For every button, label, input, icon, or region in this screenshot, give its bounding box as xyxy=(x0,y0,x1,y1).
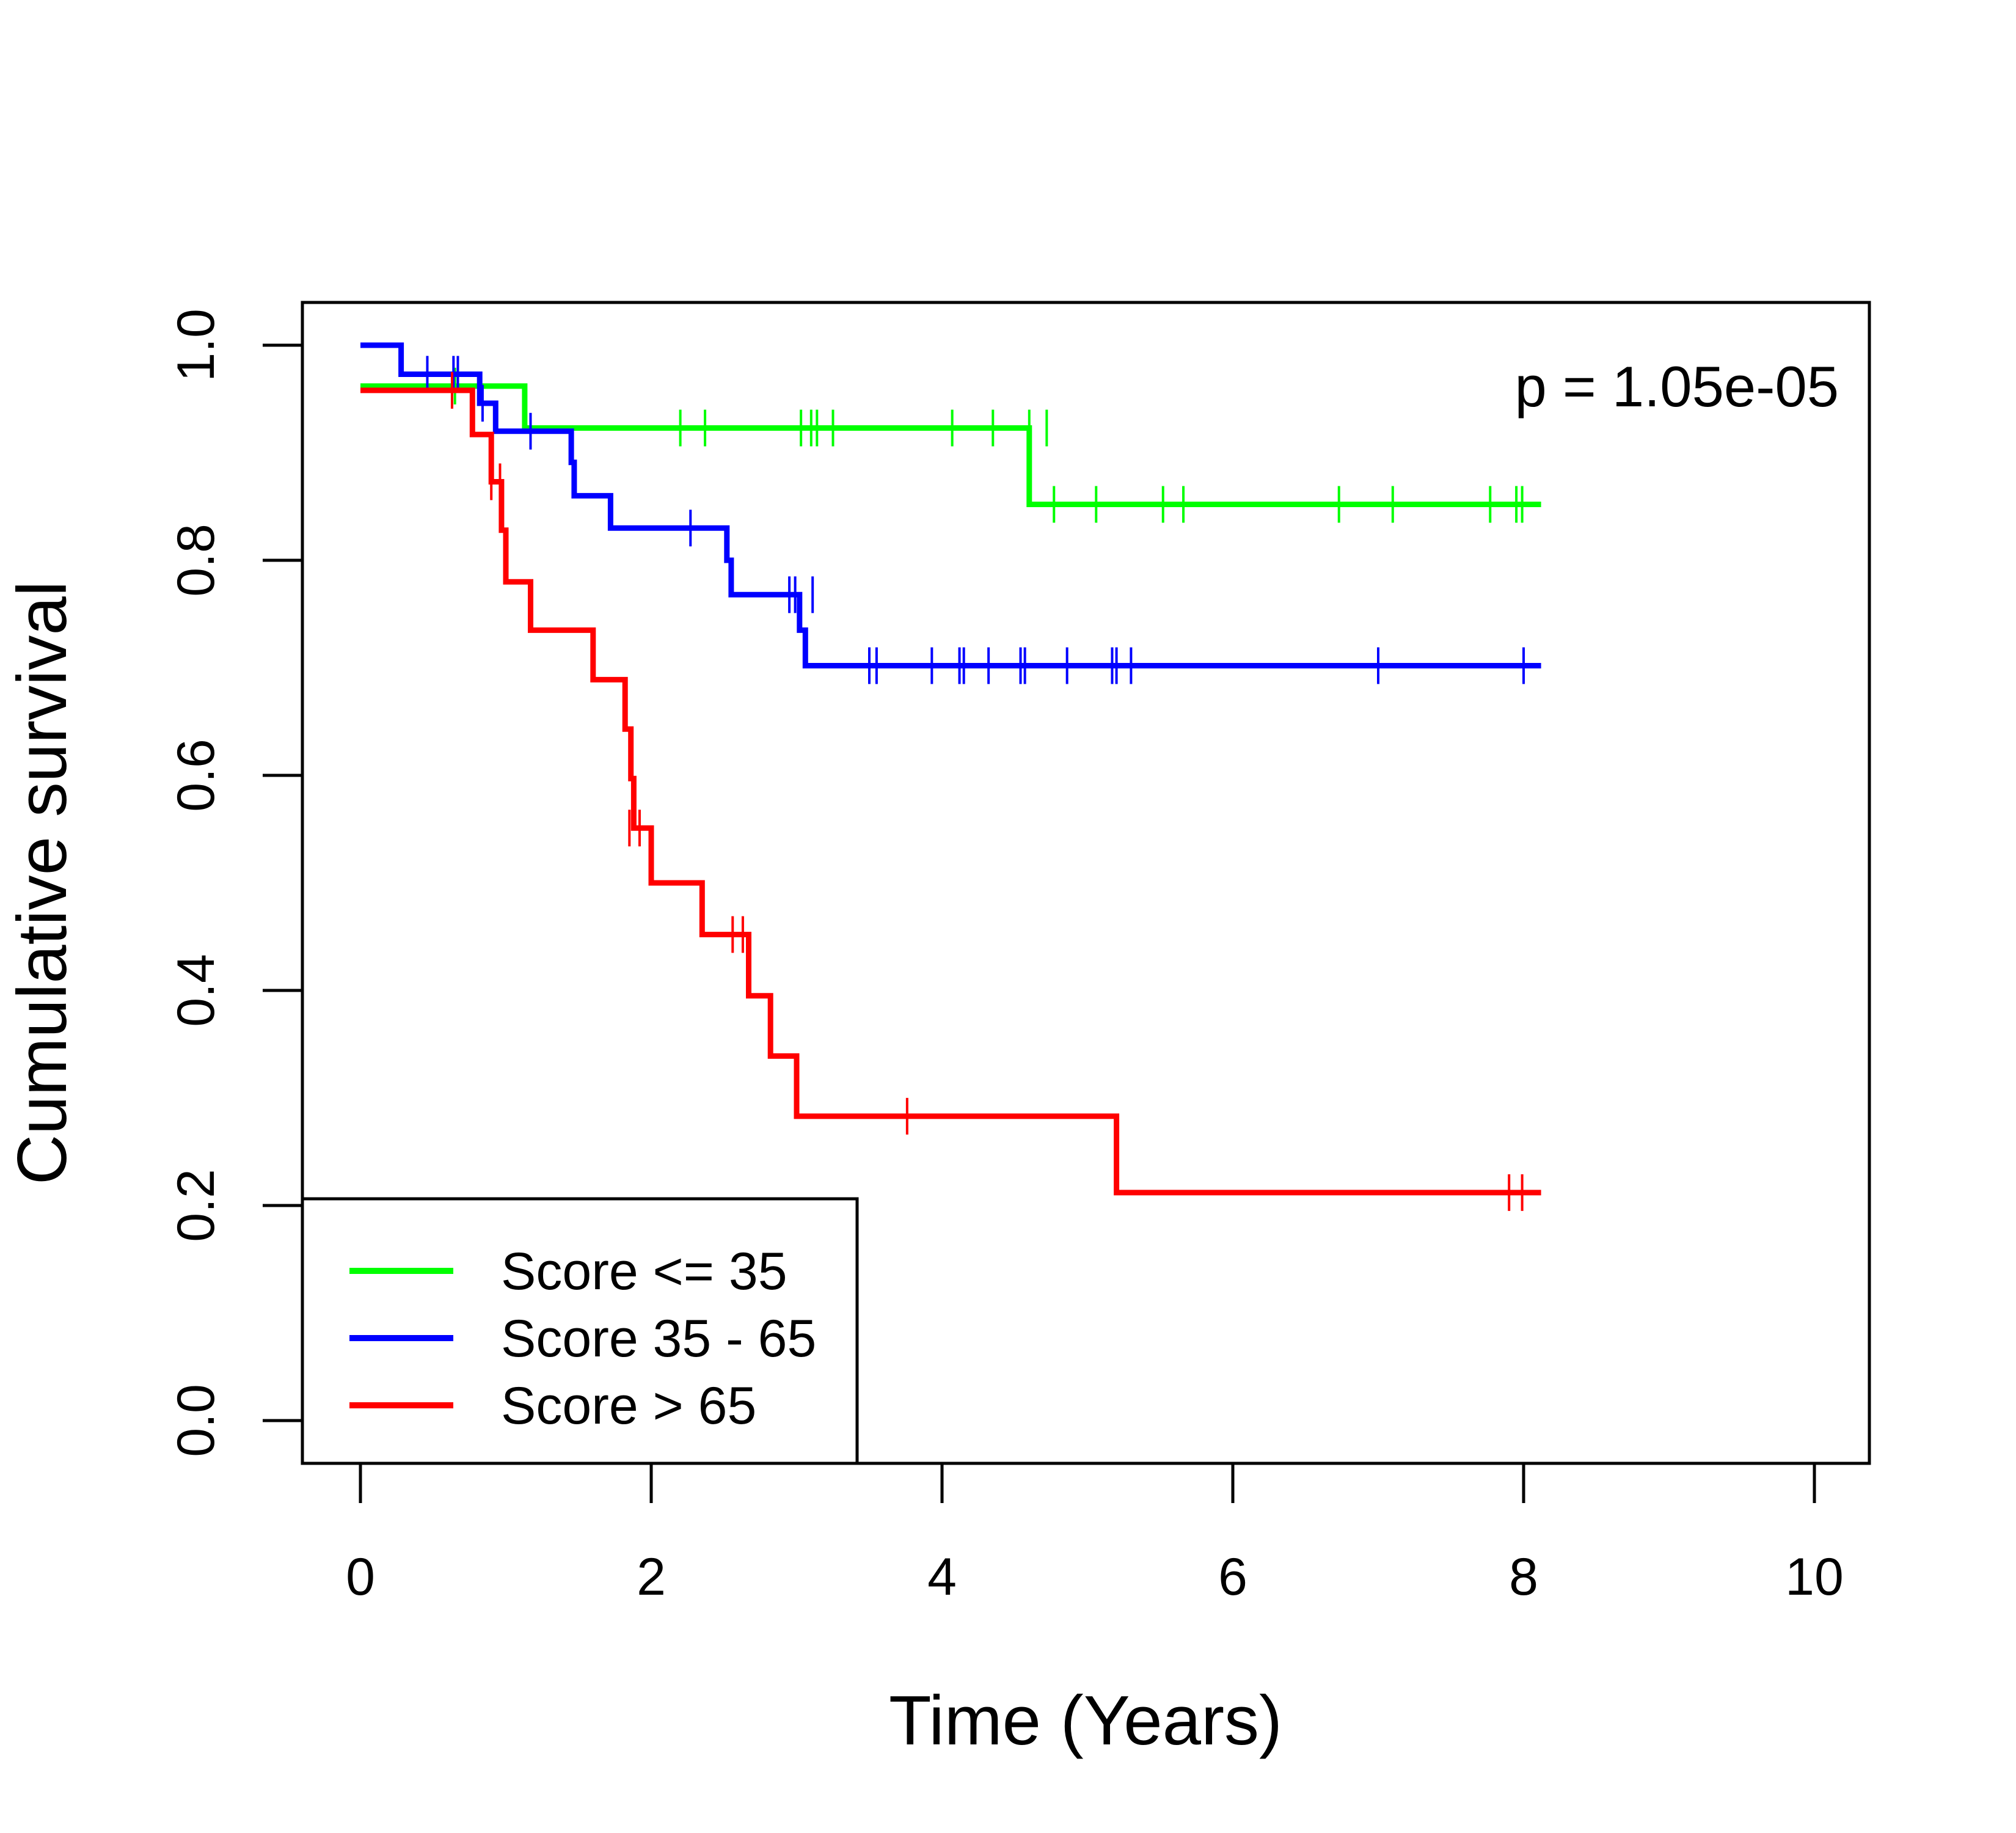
legend-item: Score 35 - 65 xyxy=(349,1309,816,1368)
series-3 xyxy=(360,371,1541,1211)
legend-item: Score <= 35 xyxy=(349,1242,787,1301)
x-axis-label: Time (Years) xyxy=(889,1682,1282,1760)
y-axis-label: Cumulative survival xyxy=(4,581,81,1185)
survival-curve xyxy=(360,342,1541,668)
y-tick-label: 1.0 xyxy=(167,309,225,382)
x-tick-label: 10 xyxy=(1785,1548,1844,1606)
survival-curve xyxy=(360,383,1541,507)
y-tick-label: 0.6 xyxy=(167,739,225,812)
x-axis: 0 2 4 6 8 10 xyxy=(346,1462,1844,1606)
legend-items: Score <= 35 Score 35 - 65 Score > 65 xyxy=(349,1242,816,1435)
legend-label: Score 35 - 65 xyxy=(501,1309,816,1368)
y-tick-label: 0.2 xyxy=(167,1169,225,1242)
legend-item: Score > 65 xyxy=(349,1377,756,1435)
y-axis: 0.0 0.2 0.4 0.6 0.8 1.0 xyxy=(167,309,304,1457)
y-tick-label: 0.0 xyxy=(167,1384,225,1457)
series-1 xyxy=(360,367,1541,523)
series-2 xyxy=(360,342,1541,684)
x-tick-label: 0 xyxy=(346,1548,375,1606)
p-value-annotation: p = 1.05e-05 xyxy=(1515,354,1839,419)
series-layer xyxy=(360,342,1541,1211)
legend-label: Score > 65 xyxy=(501,1377,756,1435)
legend-label: Score <= 35 xyxy=(501,1242,787,1301)
y-tick-label: 0.4 xyxy=(167,954,225,1027)
survival-curve xyxy=(360,387,1541,1196)
x-tick-label: 8 xyxy=(1509,1548,1538,1606)
y-tick-label: 0.8 xyxy=(167,524,225,597)
x-tick-label: 6 xyxy=(1218,1548,1247,1606)
legend-box xyxy=(301,1197,859,1465)
x-tick-label: 2 xyxy=(637,1548,666,1606)
legend: Score <= 35 Score 35 - 65 Score > 65 xyxy=(301,1197,859,1465)
x-tick-label: 4 xyxy=(927,1548,957,1606)
